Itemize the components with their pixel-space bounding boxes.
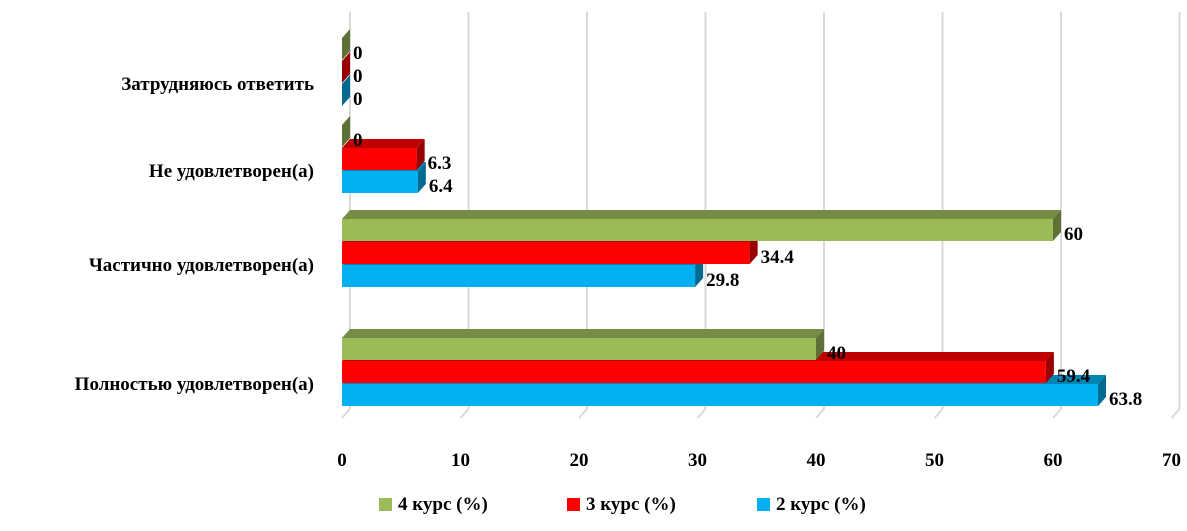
x-tick-label: 10: [451, 450, 470, 471]
gridline-floor-20: [578, 408, 588, 419]
bar: [342, 116, 350, 147]
value-label: 60: [1064, 224, 1083, 245]
bar-side: [1098, 375, 1107, 406]
category-label: Частично удовлетворен(а): [89, 255, 314, 276]
bar-top: [342, 329, 824, 338]
category-label: Полностью удовлетворен(а): [75, 374, 314, 395]
legend-swatch: [379, 498, 392, 511]
gridline-floor-70: [1170, 408, 1181, 419]
bar-top: [342, 210, 1061, 219]
bar-side: [816, 329, 824, 360]
x-axis: 0 10 20 30 40 50 60 70: [337, 450, 1181, 471]
bar: [342, 52, 350, 83]
value-label: 63.8: [1109, 389, 1142, 410]
bar: [342, 329, 824, 360]
bar-side: [342, 29, 350, 60]
value-label: 6.3: [428, 153, 452, 174]
value-label: 34.4: [761, 247, 795, 268]
gridline-floor-0: [341, 408, 351, 419]
value-label: 0: [353, 43, 363, 64]
bar: [342, 210, 1061, 241]
bar-front: [342, 338, 816, 360]
value-label: 0: [353, 66, 363, 87]
bar-front: [342, 265, 696, 287]
x-tick-label: 0: [337, 450, 347, 471]
value-label: 29.8: [706, 270, 739, 291]
bar-side: [342, 52, 350, 83]
bar-front: [342, 242, 750, 264]
bar: [342, 139, 425, 170]
gridline-floor-50: [933, 408, 944, 419]
value-label: 0: [353, 130, 363, 151]
value-label: 40: [827, 343, 846, 364]
bar-side: [342, 75, 350, 106]
x-tick-label: 60: [1044, 450, 1063, 471]
value-label: 0: [353, 89, 363, 110]
bar-front: [342, 361, 1046, 383]
bars: [342, 29, 1107, 406]
legend: 4 курс (%) 3 курс (%) 2 курс (%): [379, 494, 866, 515]
value-label: 59.4: [1057, 366, 1091, 387]
bar-side: [416, 139, 425, 170]
bar-front: [342, 384, 1099, 406]
legend-label: 2 курс (%): [776, 494, 866, 515]
x-tick-label: 50: [925, 450, 944, 471]
legend-label: 3 курс (%): [586, 494, 676, 515]
legend-swatch: [567, 498, 580, 511]
value-label: 6.4: [429, 176, 453, 197]
bar-side: [342, 116, 350, 147]
bar-front: [342, 219, 1053, 241]
legend-item-4-курс: 4 курс (%): [379, 494, 488, 515]
category-label: Затрудняюсь ответить: [121, 74, 314, 95]
bar: [342, 29, 350, 60]
legend-item-3-курс: 3 курс (%): [567, 494, 676, 515]
bar-side: [1053, 210, 1061, 241]
gridline-floor-30: [696, 408, 707, 419]
x-tick-label: 20: [570, 450, 589, 471]
bar-side: [417, 162, 426, 193]
gridline-floor-10: [459, 408, 470, 419]
bar-front: [342, 148, 417, 170]
x-tick-label: 70: [1162, 450, 1181, 471]
bar-front: [342, 171, 418, 193]
x-tick-label: 30: [688, 450, 707, 471]
category-labels: Полностью удовлетворен(а) Частично удовле…: [75, 74, 314, 395]
bar: [342, 75, 350, 106]
category-label: Не удовлетворен(а): [149, 161, 314, 182]
gridline-floor-40: [815, 408, 825, 419]
legend-swatch: [757, 498, 770, 511]
x-tick-label: 40: [807, 450, 826, 471]
legend-label: 4 курс (%): [398, 494, 488, 515]
gridline-floor-60: [1052, 408, 1062, 419]
bar-top: [342, 139, 425, 148]
bar-side: [1045, 352, 1054, 383]
legend-item-2-курс: 2 курс (%): [757, 494, 866, 515]
